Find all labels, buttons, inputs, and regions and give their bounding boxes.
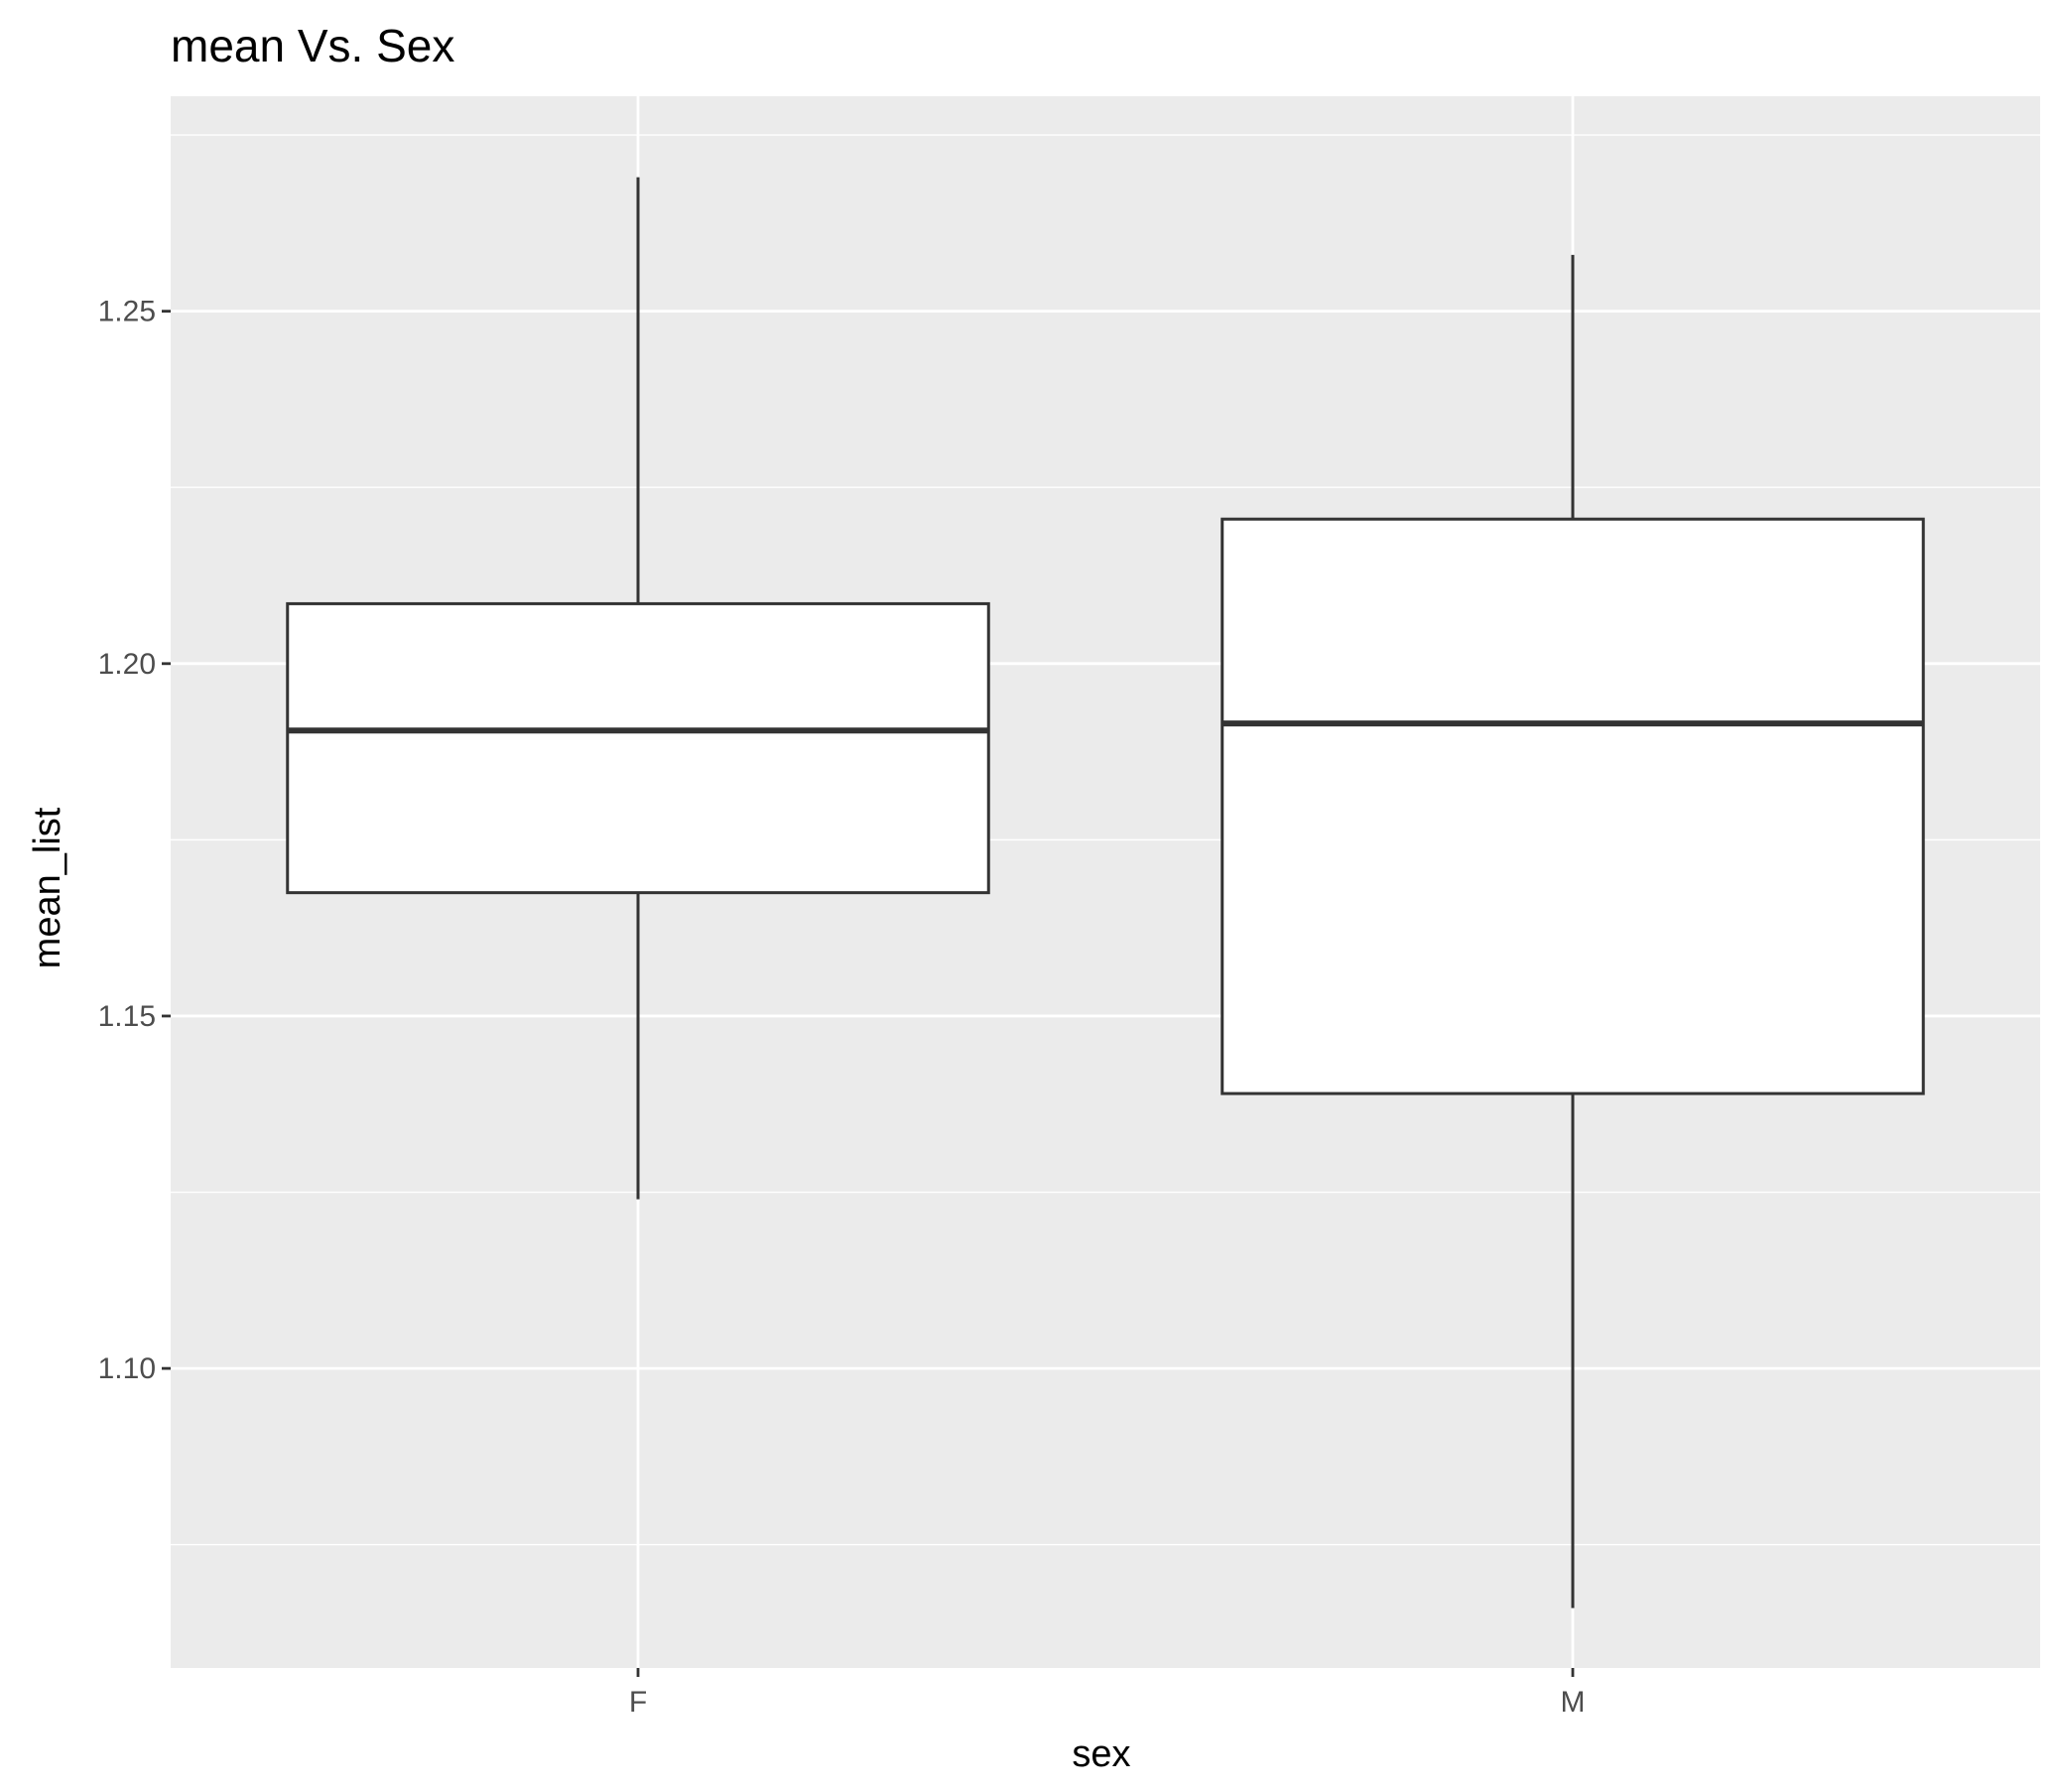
y-axis-title: mean_list <box>27 807 68 968</box>
x-axis-title: sex <box>1072 1733 1130 1775</box>
y-tick-label: 1.25 <box>98 296 156 328</box>
box-M <box>1220 254 1925 1608</box>
y-tick-label: 1.20 <box>98 648 156 681</box>
axes: 1.10 1.15 1.20 1.25 F M <box>98 296 1586 1719</box>
box-iqr <box>286 601 990 895</box>
box-iqr <box>1220 517 1925 1095</box>
boxes <box>286 177 1925 1608</box>
y-tick-label: 1.15 <box>98 1000 156 1033</box>
x-tick-label: F <box>629 1686 647 1719</box>
x-tick-label: M <box>1561 1686 1586 1719</box>
y-tick-label: 1.10 <box>98 1352 156 1385</box>
box-F <box>286 177 990 1200</box>
chart-title: mean Vs. Sex <box>171 20 454 71</box>
